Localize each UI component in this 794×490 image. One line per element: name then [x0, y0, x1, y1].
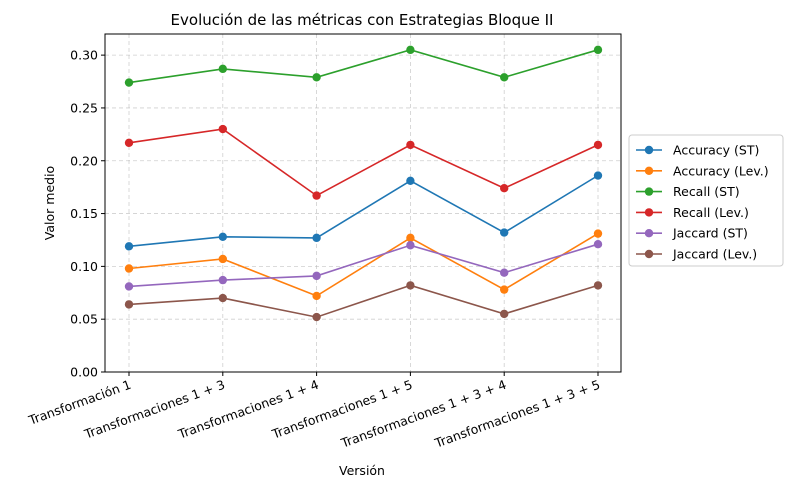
data-point — [219, 125, 227, 133]
series-line — [129, 244, 598, 286]
grid — [105, 34, 621, 372]
legend-marker — [645, 146, 653, 154]
data-point — [594, 171, 602, 179]
legend-marker — [645, 250, 653, 258]
legend-label: Jaccard (ST) — [672, 226, 748, 241]
data-point — [406, 234, 414, 242]
x-axis-label: Versión — [339, 463, 385, 478]
data-point — [125, 78, 133, 86]
data-point — [312, 272, 320, 280]
legend-marker — [645, 208, 653, 216]
legend-label: Accuracy (ST) — [673, 143, 759, 158]
series-line — [129, 129, 598, 196]
data-point — [406, 241, 414, 249]
legend-marker — [645, 187, 653, 195]
chart-title: Evolución de las métricas con Estrategia… — [171, 11, 554, 29]
data-point — [219, 276, 227, 284]
data-point — [406, 177, 414, 185]
series-5 — [125, 281, 602, 321]
y-tick-label: 0.10 — [70, 259, 98, 274]
data-point — [125, 264, 133, 272]
series-line — [129, 50, 598, 83]
data-point — [500, 228, 508, 236]
data-point — [594, 281, 602, 289]
y-tick-label: 0.20 — [70, 153, 98, 168]
series-4 — [125, 240, 602, 291]
y-tick-label: 0.25 — [70, 100, 98, 115]
data-point — [406, 141, 414, 149]
series-2 — [125, 46, 602, 87]
data-point — [125, 242, 133, 250]
series-line — [129, 285, 598, 317]
data-point — [406, 281, 414, 289]
series-line — [129, 176, 598, 247]
data-point — [406, 46, 414, 54]
legend-label: Jaccard (Lev.) — [672, 247, 757, 262]
series-0 — [125, 171, 602, 250]
x-tick-label: Transformaciones 1 + 3 + 5 — [432, 377, 602, 451]
data-point — [125, 300, 133, 308]
data-point — [312, 191, 320, 199]
data-point — [500, 73, 508, 81]
y-axis-label: Valor medio — [42, 166, 57, 240]
data-point — [312, 234, 320, 242]
legend-label: Accuracy (Lev.) — [673, 163, 769, 178]
legend-marker — [645, 167, 653, 175]
data-point — [594, 46, 602, 54]
data-point — [312, 313, 320, 321]
data-point — [219, 294, 227, 302]
data-point — [219, 65, 227, 73]
data-point — [500, 269, 508, 277]
legend-marker — [645, 229, 653, 237]
data-point — [594, 240, 602, 248]
data-point — [125, 139, 133, 147]
data-point — [594, 229, 602, 237]
plot-frame — [105, 34, 621, 372]
data-point — [125, 282, 133, 290]
data-point — [312, 292, 320, 300]
x-tick-label: Transformaciones 1 + 3 + 4 — [338, 377, 508, 451]
series-3 — [125, 125, 602, 200]
data-point — [500, 310, 508, 318]
y-tick-label: 0.05 — [70, 312, 98, 327]
legend-label: Recall (ST) — [673, 184, 740, 199]
data-point — [594, 141, 602, 149]
data-point — [500, 184, 508, 192]
data-point — [500, 285, 508, 293]
legend-label: Recall (Lev.) — [673, 205, 749, 220]
data-point — [219, 233, 227, 241]
y-tick-label: 0.30 — [70, 48, 98, 63]
y-tick-label: 0.00 — [70, 365, 98, 380]
series-layer — [125, 46, 602, 322]
data-point — [219, 255, 227, 263]
data-point — [312, 73, 320, 81]
y-tick-label: 0.15 — [70, 206, 98, 221]
legend: Accuracy (ST) Accuracy (Lev.) Recall (ST) R… — [629, 135, 783, 266]
y-axis: 0.00 0.05 0.10 0.15 0.20 0.25 0.30 — [70, 48, 105, 380]
